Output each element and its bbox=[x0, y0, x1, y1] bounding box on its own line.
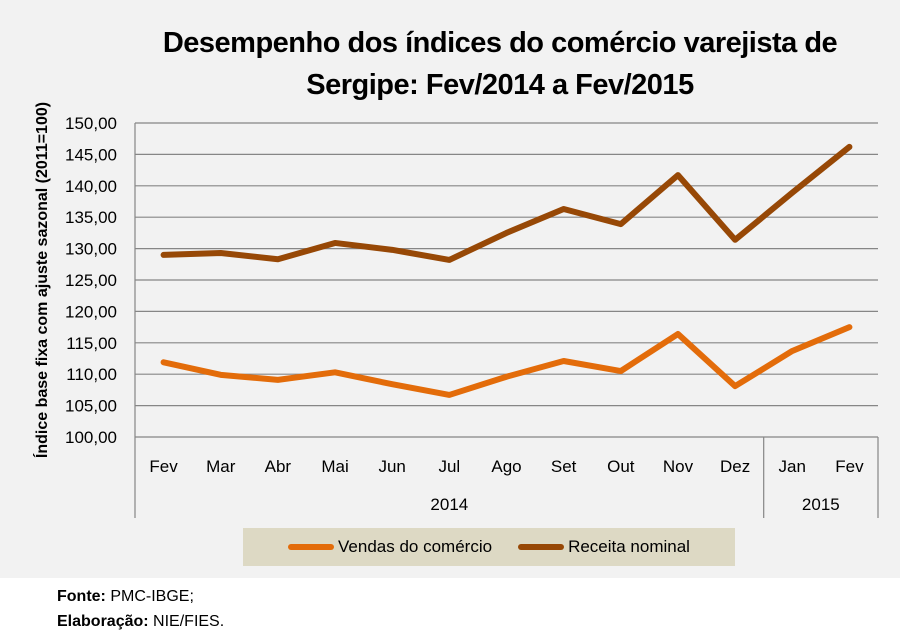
y-tick-label: 115,00 bbox=[66, 334, 117, 353]
legend-swatch-vendas bbox=[288, 544, 335, 550]
x-tick-label: Out bbox=[607, 457, 635, 476]
legend-item-receita: Receita nominal bbox=[518, 537, 690, 557]
source-line: Fonte: PMC-IBGE; bbox=[57, 584, 224, 609]
y-tick-label: 140,00 bbox=[65, 177, 117, 196]
x-tick-label: Mar bbox=[206, 457, 236, 476]
x-axis: Fev Mar Abr Mai Jun Jul Ago Set Out Nov Dez Jan Fev 2… bbox=[149, 457, 864, 514]
x-tick-label: Mai bbox=[321, 457, 348, 476]
y-tick-label: 135,00 bbox=[65, 208, 117, 227]
x-tick-label: Jul bbox=[438, 457, 460, 476]
line-chart: 100,00 105,00 110,00 115,00 120,00 125,00 130,… bbox=[32, 102, 879, 518]
y-tick-label: 130,00 bbox=[65, 240, 117, 259]
credit-value: NIE/FIES. bbox=[153, 613, 225, 630]
gridlines bbox=[134, 122, 879, 518]
footer: Fonte: PMC-IBGE; Elaboração: NIE/FIES. bbox=[57, 584, 224, 634]
legend-swatch-receita bbox=[518, 544, 565, 550]
source-value: PMC-IBGE; bbox=[110, 588, 194, 605]
x-group-label: 2014 bbox=[430, 495, 468, 514]
chart-title: Desempenho dos índices do comércio varej… bbox=[100, 22, 900, 106]
legend-label-receita: Receita nominal bbox=[568, 537, 690, 556]
x-tick-label: Fev bbox=[149, 457, 178, 476]
y-tick-label: 145,00 bbox=[65, 145, 117, 164]
series-line-vendas bbox=[160, 324, 853, 398]
legend-item-vendas: Vendas do comércio bbox=[288, 537, 492, 557]
source-label: Fonte: bbox=[57, 588, 106, 605]
y-tick-label: 100,00 bbox=[65, 428, 117, 447]
y-tick-label: 105,00 bbox=[65, 397, 117, 416]
x-tick-label: Set bbox=[551, 457, 577, 476]
x-group-label: 2015 bbox=[802, 495, 840, 514]
chart-title-line-2: Sergipe: Fev/2014 a Fev/2015 bbox=[306, 69, 694, 101]
series-lines bbox=[160, 143, 853, 398]
x-tick-label: Dez bbox=[720, 457, 750, 476]
chart-title-line-1: Desempenho dos índices do comércio varej… bbox=[162, 27, 838, 59]
legend-label-vendas: Vendas do comércio bbox=[338, 537, 493, 556]
y-tick-label: 110,00 bbox=[66, 365, 117, 384]
credit-label: Elaboração: bbox=[57, 613, 149, 630]
chart-area: Desempenho dos índices do comércio varej… bbox=[0, 0, 900, 578]
x-tick-label: Ago bbox=[491, 457, 521, 476]
y-axis-label: Índice base fixa com ajuste sazonal (201… bbox=[32, 102, 51, 458]
legend: Vendas do comércio Receita nominal bbox=[243, 528, 735, 566]
series-line-receita bbox=[160, 143, 853, 263]
y-tick-label: 125,00 bbox=[65, 271, 117, 290]
x-tick-label: Nov bbox=[663, 457, 694, 476]
x-tick-label: Fev bbox=[835, 457, 864, 476]
x-tick-label: Jun bbox=[378, 457, 405, 476]
y-axis-ticks: 100,00 105,00 110,00 115,00 120,00 125,00 130,… bbox=[65, 114, 117, 447]
credit-line: Elaboração: NIE/FIES. bbox=[57, 609, 224, 634]
x-tick-label: Abr bbox=[265, 457, 292, 476]
y-tick-label: 120,00 bbox=[65, 302, 117, 321]
x-tick-label: Jan bbox=[779, 457, 806, 476]
y-tick-label: 150,00 bbox=[65, 114, 117, 133]
